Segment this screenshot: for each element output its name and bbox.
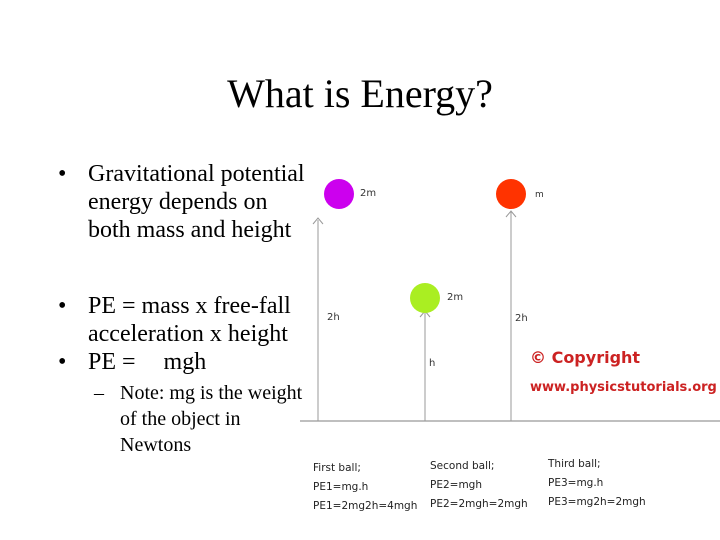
bullet-dot: • [58, 349, 67, 375]
sub-bullet-item: – Note: mg is the weight of the object i… [58, 380, 358, 458]
bullet-line: PE = mass x free-fall [88, 293, 291, 319]
slide-title: What is Energy? [227, 71, 493, 116]
ball3-height-label: 2h [515, 313, 528, 324]
bullet-list: • Gravitational potential energy depends… [58, 160, 358, 458]
caption-second-ball: Second ball; PE2=mgh PE2=2mgh=2mgh [430, 460, 528, 510]
caption-line: PE1=mg.h [313, 481, 368, 493]
bullet-dot: • [58, 293, 67, 319]
bullet-item: • Gravitational potential energy depends… [58, 160, 358, 244]
sub-bullet-dash: – [94, 382, 104, 404]
bullet-line: acceleration x height [88, 321, 288, 347]
copyright-text: © Copyright [530, 348, 640, 367]
caption-line: Third ball; [547, 458, 601, 470]
caption-first-ball: First ball; PE1=mg.h PE1=2mg2h=4mgh [313, 462, 417, 512]
bullet-item: • PE = mass x free-fall acceleration x h… [58, 292, 358, 348]
ball3-circle [496, 179, 526, 209]
copyright-url: www.physicstutorials.org [530, 380, 717, 395]
caption-line: Second ball; [430, 460, 494, 472]
bullet-line: Gravitational potential [88, 161, 305, 187]
ball3-mass-label: m [535, 190, 544, 200]
caption-third-ball: Third ball; PE3=mg.h PE3=mg2h=2mgh [547, 458, 646, 508]
bullet-item: • PE = mgh [58, 348, 358, 376]
ball1-mass-label: 2m [360, 188, 376, 199]
bullet-prefix: PE = [88, 349, 136, 375]
caption-line: First ball; [313, 462, 361, 474]
sub-bullet-line: Note: mg is the weight [120, 382, 303, 404]
ball3-arrow [505, 210, 517, 218]
ball1-arrow [312, 217, 324, 225]
bullet-line: energy depends on [88, 189, 268, 215]
ball2-height-label: h [429, 358, 435, 369]
bullet-dot: • [58, 161, 67, 187]
caption-line: PE3=mg.h [548, 477, 603, 489]
caption-line: PE2=mgh [430, 479, 482, 491]
caption-line: PE2=2mgh=2mgh [430, 498, 528, 510]
sub-bullet-line: Newtons [120, 434, 192, 456]
ball1-height-label: 2h [327, 312, 340, 323]
caption-line: PE3=mg2h=2mgh [548, 496, 646, 508]
bullet-formula: mgh [163, 349, 207, 375]
bullet-line: both mass and height [88, 217, 292, 243]
ball2-mass-label: 2m [447, 292, 463, 303]
ball2-circle [410, 283, 440, 313]
sub-bullet-line: of the object in [120, 408, 241, 430]
ball1-circle [324, 179, 354, 209]
caption-line: PE1=2mg2h=4mgh [313, 500, 417, 512]
